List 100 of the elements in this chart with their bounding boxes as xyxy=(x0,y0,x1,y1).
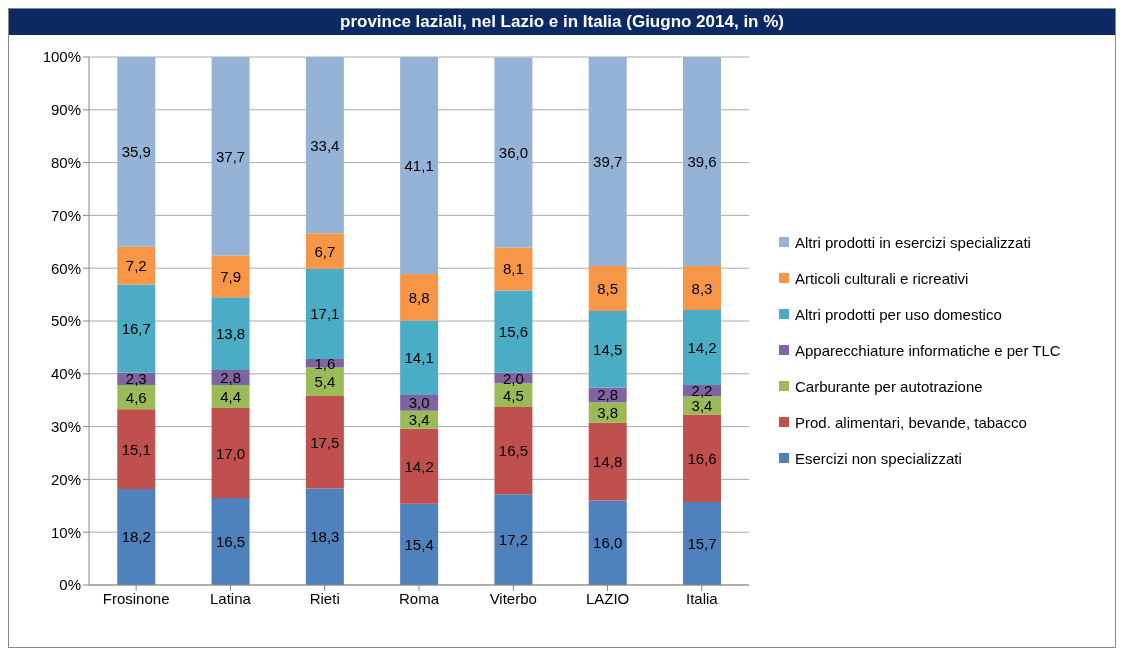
data-label: 35,9 xyxy=(121,143,151,161)
data-label: 2,2 xyxy=(691,382,713,400)
data-label: 16,0 xyxy=(593,534,623,552)
bar xyxy=(683,57,721,267)
data-label: 8,3 xyxy=(691,279,713,297)
data-label: 15,1 xyxy=(121,440,151,458)
data-label: 7,9 xyxy=(220,267,241,285)
data-label: 15,6 xyxy=(498,323,529,341)
y-tick-label: 90% xyxy=(50,101,81,119)
data-label: 14,8 xyxy=(593,452,623,470)
data-label: 14,2 xyxy=(404,457,434,475)
data-label: 16,7 xyxy=(121,320,151,338)
legend-label: Altri prodotti in esercizi specializzati xyxy=(795,233,1031,251)
bar xyxy=(400,428,439,504)
bar xyxy=(588,310,627,388)
data-label: 17,5 xyxy=(310,433,340,451)
data-label: 41,1 xyxy=(404,157,434,174)
x-tick-label: Latina xyxy=(209,589,252,607)
y-tick-label: 70% xyxy=(50,206,81,224)
x-tick-label: Frosinone xyxy=(102,589,170,607)
y-tick-label: 60% xyxy=(50,259,81,277)
y-tick-label: 80% xyxy=(50,153,81,171)
data-label: 14,1 xyxy=(404,349,434,367)
bar xyxy=(211,297,250,371)
data-label: 2,8 xyxy=(220,369,241,386)
data-label: 5,4 xyxy=(314,373,336,391)
bar xyxy=(683,309,721,385)
data-label: 4,5 xyxy=(503,386,524,404)
data-label: 4,6 xyxy=(125,388,147,406)
y-tick-label: 50% xyxy=(50,312,81,330)
legend-label: Prod. alimentari, bevande, tabacco xyxy=(795,413,1027,431)
y-tick-label: 20% xyxy=(50,470,81,488)
x-tick-label: Viterbo xyxy=(489,589,537,607)
legend-label: Articoli culturali e ricreativi xyxy=(795,269,969,287)
data-label: 16,5 xyxy=(498,442,529,460)
bar xyxy=(305,395,344,489)
data-label: 8,5 xyxy=(597,280,619,298)
bar xyxy=(683,502,721,585)
bar xyxy=(305,268,344,360)
data-label: 15,7 xyxy=(687,535,717,553)
legend-label: Apparecchiature informatiche e per TLC xyxy=(795,341,1061,359)
bar xyxy=(588,500,627,585)
data-label: 17,0 xyxy=(215,444,246,462)
y-tick-label: 10% xyxy=(50,523,81,541)
bar xyxy=(117,488,156,585)
bar xyxy=(211,57,250,256)
data-label: 18,2 xyxy=(121,528,151,546)
bar xyxy=(117,409,156,489)
bar xyxy=(117,246,156,285)
bar xyxy=(400,503,439,585)
y-tick-label: 100% xyxy=(42,48,81,66)
bar xyxy=(211,255,250,298)
bar xyxy=(588,57,627,267)
y-tick-label: 40% xyxy=(50,365,81,383)
bar xyxy=(211,408,250,498)
data-label: 3,0 xyxy=(408,394,430,412)
data-label: 2,3 xyxy=(125,370,147,388)
bar xyxy=(494,247,533,291)
y-tick-label: 30% xyxy=(50,417,81,435)
bar xyxy=(305,233,344,269)
data-label: 1,6 xyxy=(314,354,336,372)
legend-label: Carburante per autotrazione xyxy=(795,377,983,395)
data-label: 2,8 xyxy=(597,386,619,404)
data-label: 4,4 xyxy=(220,388,241,405)
legend-label: Esercizi non specializzati xyxy=(795,449,962,467)
bar xyxy=(211,497,250,585)
data-label: 37,7 xyxy=(215,147,246,165)
data-label: 16,6 xyxy=(687,449,717,467)
bar xyxy=(588,422,627,501)
bar xyxy=(400,57,439,275)
data-label: 33,4 xyxy=(310,136,340,154)
data-label: 18,3 xyxy=(310,528,340,546)
bar xyxy=(400,274,439,321)
data-label: 14,5 xyxy=(593,340,623,358)
legend-label: Altri prodotti per uso domestico xyxy=(795,305,1002,323)
data-label: 14,2 xyxy=(687,338,717,356)
x-tick-label: Rieti xyxy=(309,589,340,607)
data-label: 6,7 xyxy=(314,242,336,260)
data-label: 16,5 xyxy=(215,532,246,550)
x-tick-label: LAZIO xyxy=(585,589,630,607)
bar xyxy=(494,57,533,248)
data-label: 39,7 xyxy=(593,153,623,171)
data-label: 3,4 xyxy=(408,411,430,429)
bar xyxy=(400,320,439,395)
data-label: 8,1 xyxy=(503,260,524,278)
data-label: 15,4 xyxy=(404,535,434,553)
data-label: 13,8 xyxy=(215,325,246,343)
bar xyxy=(683,414,721,503)
bar xyxy=(117,284,156,373)
data-label: 2,0 xyxy=(503,369,524,387)
x-tick-label: Roma xyxy=(398,589,440,607)
bar xyxy=(588,266,627,311)
data-label: 17,2 xyxy=(498,531,529,549)
bar xyxy=(117,57,156,247)
bar xyxy=(494,494,533,585)
bar xyxy=(305,57,344,234)
chart-title: province laziali, nel Lazio e in Italia (Giugno 2014, in %) xyxy=(9,9,1115,35)
data-label: 36,0 xyxy=(498,144,529,162)
bar xyxy=(305,488,344,585)
data-label: 8,8 xyxy=(408,288,430,306)
